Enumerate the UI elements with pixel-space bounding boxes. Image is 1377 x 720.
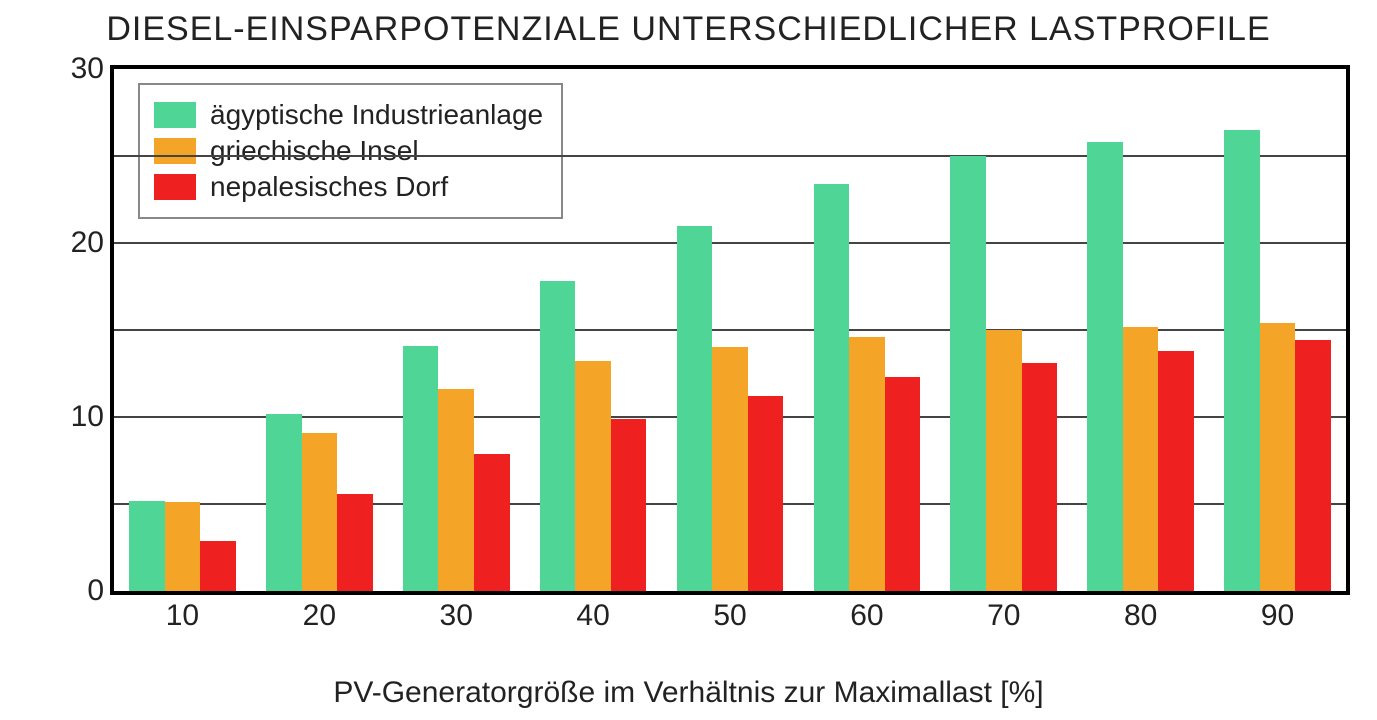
bar — [165, 502, 201, 591]
legend-swatch — [154, 138, 196, 164]
bar — [266, 414, 302, 591]
legend-label: ägyptische Industrieanlage — [210, 99, 543, 131]
y-tick-label: 0 — [87, 574, 104, 608]
bar — [575, 361, 611, 591]
bar — [129, 501, 165, 591]
bar — [302, 433, 338, 591]
x-tick-label: 30 — [440, 599, 473, 633]
legend-item: ägyptische Industrieanlage — [154, 99, 543, 131]
plot-area: ägyptische Industrieanlage griechische In… — [110, 65, 1350, 595]
bar — [403, 346, 439, 591]
bar — [474, 454, 510, 591]
bar — [1087, 142, 1123, 591]
bar — [885, 377, 921, 591]
y-tick-label: 20 — [71, 226, 104, 260]
legend-label: nepalesisches Dorf — [210, 171, 448, 203]
bar — [712, 347, 748, 591]
bar — [1295, 340, 1331, 591]
bar — [1123, 327, 1159, 591]
x-axis-label: PV-Generatorgröße im Verhältnis zur Maxi… — [0, 676, 1377, 710]
x-tick-label: 40 — [576, 599, 609, 633]
bar — [748, 396, 784, 591]
x-tick-label: 10 — [166, 599, 199, 633]
bar — [540, 281, 576, 591]
legend-item: nepalesisches Dorf — [154, 171, 543, 203]
y-tick-label: 10 — [71, 400, 104, 434]
bar — [438, 389, 474, 591]
bar — [950, 156, 986, 591]
bar — [677, 226, 713, 591]
chart-container: DIESEL-EINSPARPOTENZIALE UNTERSCHIEDLICH… — [0, 0, 1377, 720]
gridline — [114, 242, 1346, 244]
legend-swatch — [154, 102, 196, 128]
bar — [1022, 363, 1058, 591]
legend: ägyptische Industrieanlage griechische In… — [138, 83, 563, 219]
x-tick-label: 20 — [303, 599, 336, 633]
bar — [1224, 130, 1260, 591]
legend-item: griechische Insel — [154, 135, 543, 167]
legend-label: griechische Insel — [210, 135, 419, 167]
y-tick-label: 30 — [71, 52, 104, 86]
bar — [1158, 351, 1194, 591]
x-tick-label: 50 — [713, 599, 746, 633]
bar — [849, 337, 885, 591]
chart-title: DIESEL-EINSPARPOTENZIALE UNTERSCHIEDLICH… — [0, 10, 1377, 49]
bar — [337, 494, 373, 591]
x-tick-label: 80 — [1124, 599, 1157, 633]
gridline — [114, 155, 1346, 157]
x-tick-label: 60 — [850, 599, 883, 633]
bar — [200, 541, 236, 591]
bar — [1260, 323, 1296, 591]
gridline — [114, 329, 1346, 331]
bar — [986, 330, 1022, 591]
legend-swatch — [154, 174, 196, 200]
bar — [814, 184, 850, 591]
x-tick-label: 70 — [987, 599, 1020, 633]
x-tick-label: 90 — [1261, 599, 1294, 633]
bar — [611, 419, 647, 591]
